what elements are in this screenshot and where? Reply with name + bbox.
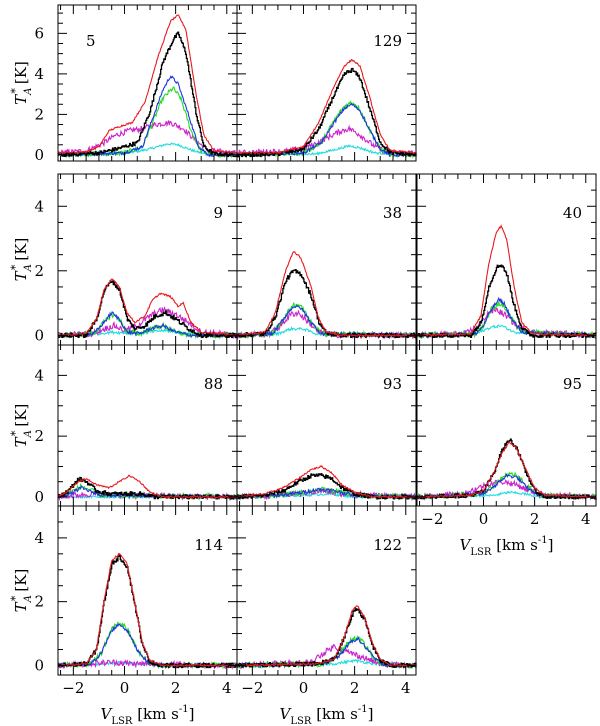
panel-label: 129 [373, 32, 402, 50]
panel-frame [57, 173, 238, 346]
x-tick-label: 4 [222, 679, 232, 697]
panel-frame [416, 173, 597, 346]
series-green-line [57, 86, 238, 159]
panel-88: 0 2 4 TA*[K] 88 [9, 344, 238, 507]
panel-label: 114 [194, 536, 223, 554]
panel-label: 9 [213, 204, 223, 222]
y-tick-label: 4 [34, 65, 44, 83]
series-blue-line [57, 623, 238, 669]
series-black-line [417, 264, 597, 339]
panel-40: 40 [416, 173, 597, 346]
series-red-line [236, 465, 417, 499]
series-red-line [416, 441, 597, 499]
y-tick-label: 2 [34, 427, 44, 445]
x-tick-label: −2 [62, 679, 84, 697]
y-tick-label: 2 [34, 105, 44, 123]
series-red-line [58, 278, 238, 337]
panel-label: 93 [383, 375, 402, 393]
panel-5: 0 2 4 6 TA*[K] 5 [9, 4, 238, 164]
series-red-line [57, 14, 238, 155]
y-tick-label: 4 [34, 529, 44, 547]
series-green-line [57, 482, 238, 501]
series-red-line [237, 251, 417, 338]
panel-label: 88 [204, 375, 223, 393]
series-black-line [237, 607, 417, 668]
panel-label: 5 [86, 32, 96, 50]
panel-frame [236, 344, 417, 507]
x-tick-label: 4 [581, 510, 591, 528]
y-axis-title: TA*[K] [9, 61, 34, 105]
series-red-line [416, 224, 597, 337]
x-tick-label: −2 [421, 510, 443, 528]
panel-95: 95 −2 0 2 4 VLSR [km s-1] [416, 344, 597, 558]
x-tick-label: 0 [479, 510, 489, 528]
y-tick-label: 6 [34, 24, 44, 42]
x-tick-label: 0 [120, 679, 130, 697]
y-tick-label: 0 [34, 656, 44, 674]
panel-frame [236, 505, 417, 676]
series-black-line [417, 438, 597, 500]
panel-label: 38 [383, 204, 402, 222]
x-tick-label: 4 [401, 679, 411, 697]
y-tick-label: 0 [34, 488, 44, 506]
y-tick-label: 4 [34, 366, 44, 384]
x-axis-title: VLSR [km s-1] [101, 704, 195, 726]
panel-114: 0 2 4 TA*[K] 114 −2 0 2 4 VLSR [km s-1] [9, 505, 238, 726]
series-red-line [57, 552, 238, 668]
panel-frame [57, 505, 238, 676]
series-red-line [236, 605, 417, 668]
x-tick-label: 2 [350, 679, 360, 697]
panel-label: 122 [373, 536, 402, 554]
y-tick-label: 2 [34, 593, 44, 611]
panel-frame [57, 4, 238, 162]
y-tick-label: 0 [34, 326, 44, 344]
series-red-line [237, 58, 417, 155]
x-tick-label: 2 [171, 679, 181, 697]
panel-frame [416, 344, 597, 507]
panel-label: 95 [563, 375, 582, 393]
panel-38: 38 [236, 173, 417, 346]
panel-129: 129 [236, 4, 417, 162]
series-black-line [58, 554, 238, 669]
series-black-line [58, 31, 238, 158]
panel-frame [236, 4, 417, 162]
panel-label: 40 [563, 204, 582, 222]
panel-93: 93 [236, 344, 417, 507]
x-tick-label: 0 [299, 679, 309, 697]
x-tick-label: −2 [241, 679, 263, 697]
x-axis-title: VLSR [km s-1] [460, 535, 554, 558]
panel-122: 122 −2 0 2 4 VLSR [km s-1] [236, 505, 417, 726]
x-axis-title: VLSR [km s-1] [280, 704, 374, 726]
panel-9: 0 2 4 TA*[K] 9 [9, 173, 238, 346]
series-black-line [237, 67, 417, 158]
y-axis-title: TA*[K] [9, 238, 34, 282]
panel-frame [236, 173, 417, 346]
x-tick-label: 2 [530, 510, 540, 528]
y-tick-label: 0 [34, 146, 44, 164]
y-axis-title: TA*[K] [9, 404, 34, 448]
y-tick-label: 4 [34, 197, 44, 215]
y-axis-title: TA*[K] [9, 569, 34, 613]
series-red-line [57, 474, 238, 499]
y-tick-label: 2 [34, 262, 44, 280]
series-black-line [237, 269, 417, 339]
